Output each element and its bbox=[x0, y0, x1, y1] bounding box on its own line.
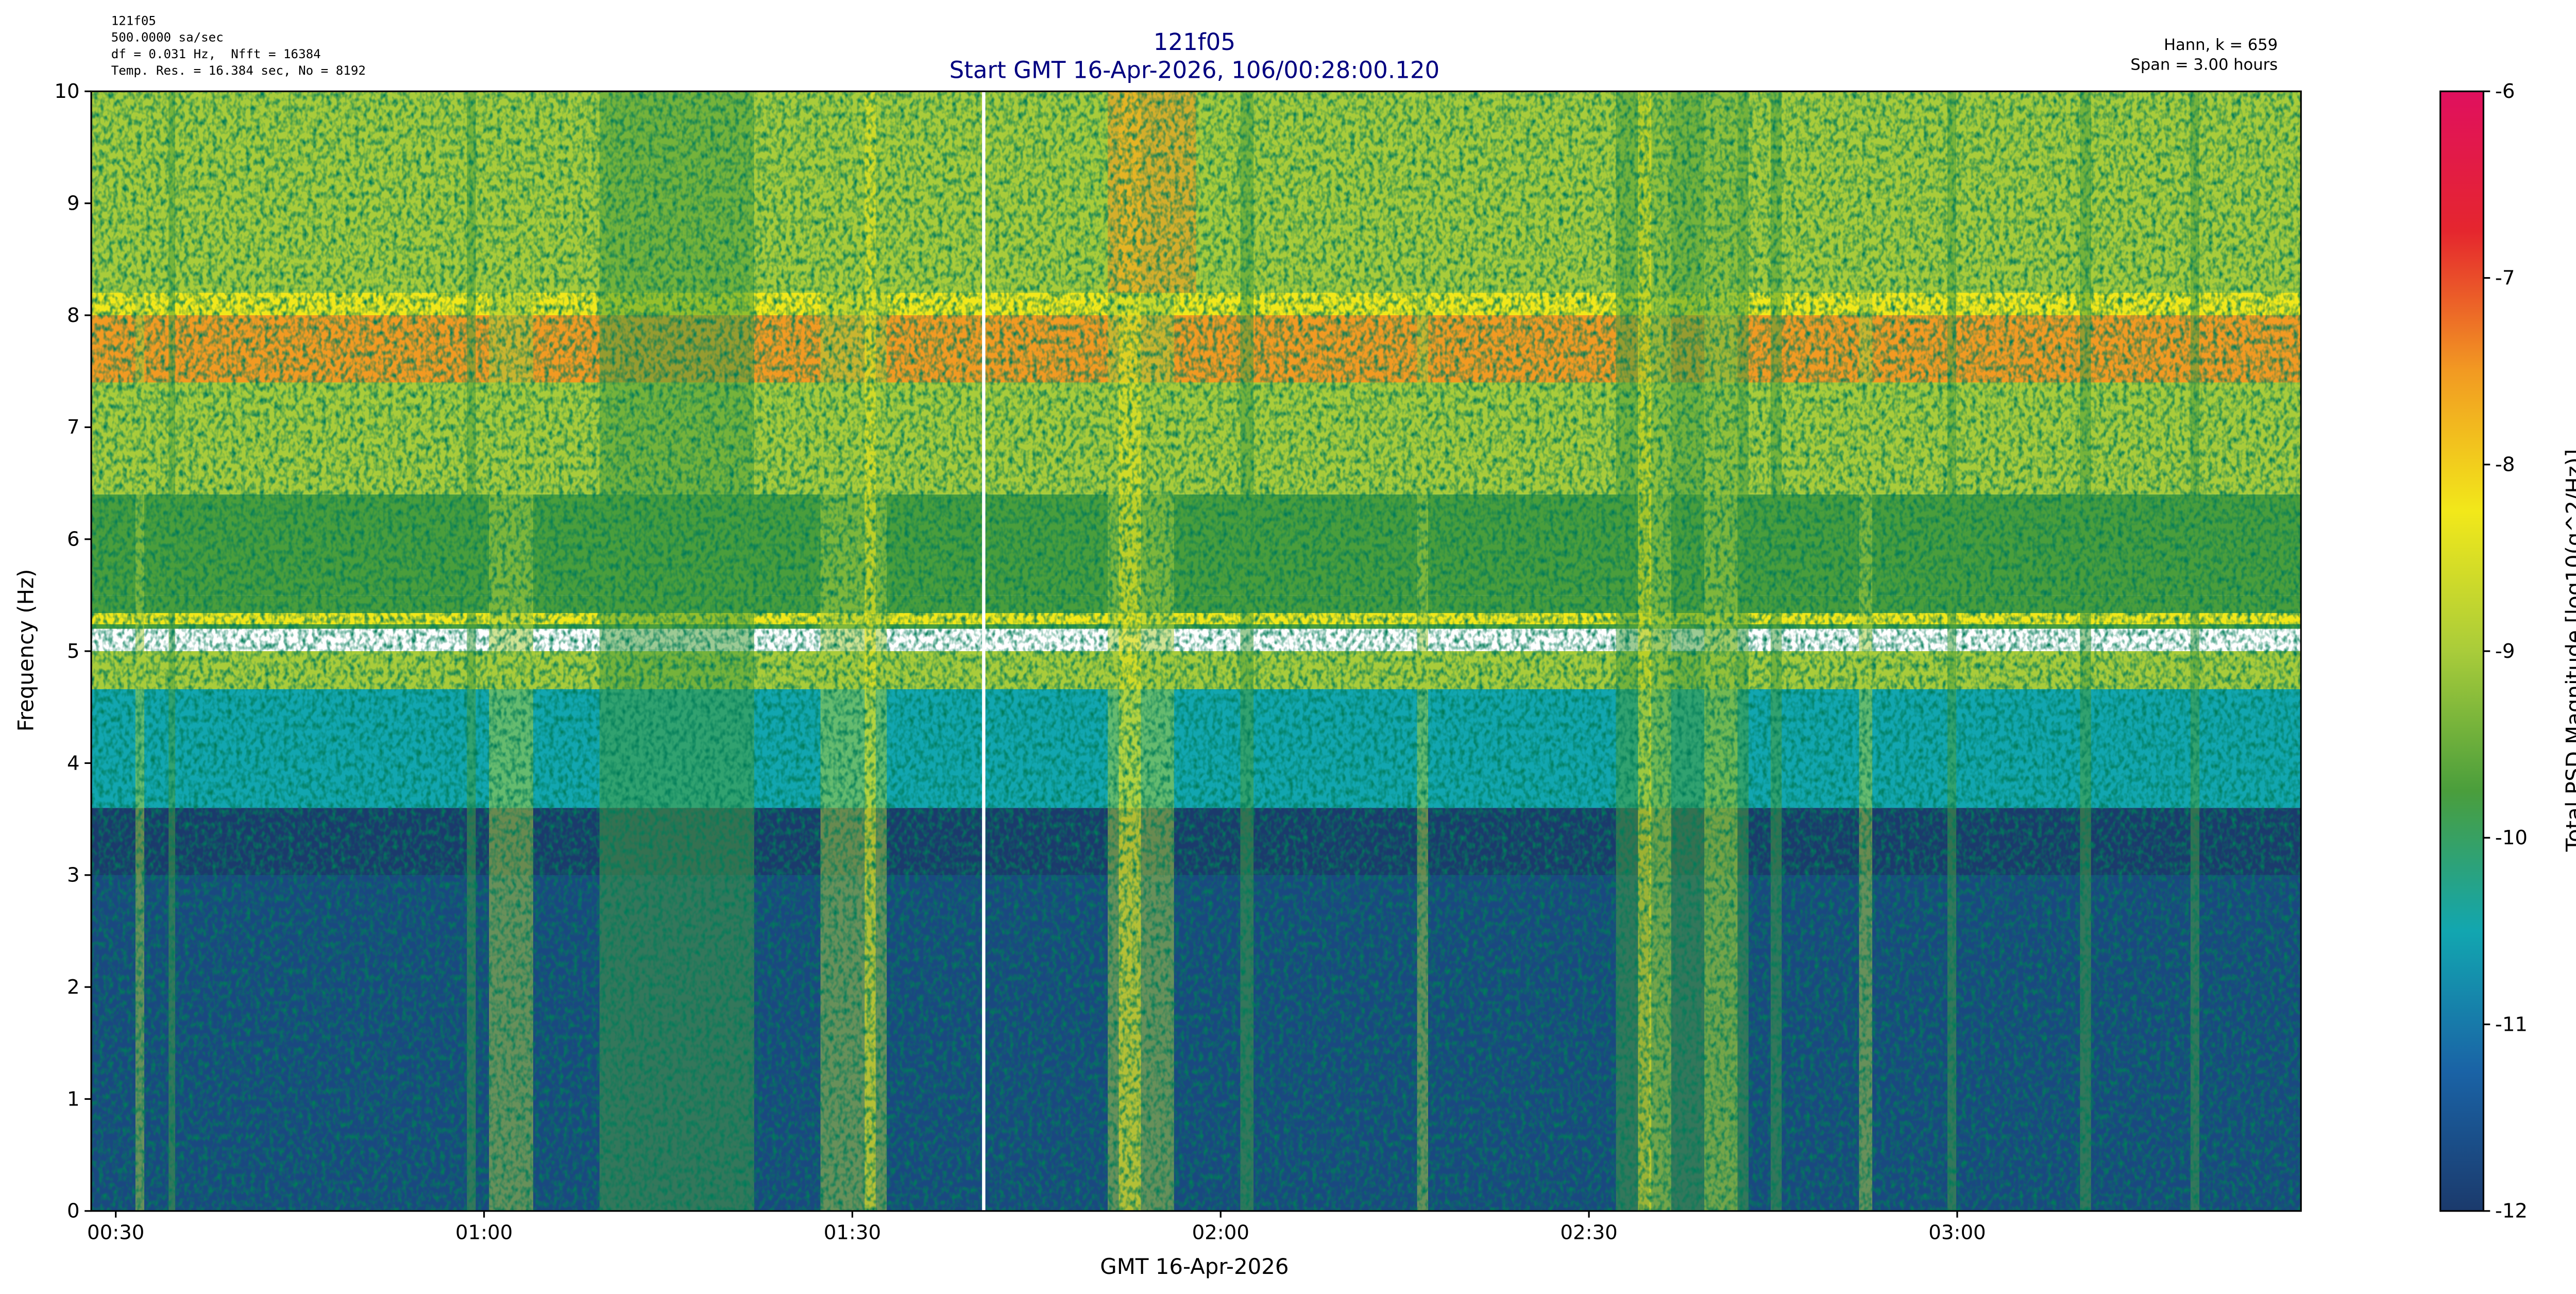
colorbar-tick-label: -8 bbox=[2495, 453, 2515, 476]
x-tick-label: 01:00 bbox=[455, 1221, 513, 1245]
plot-frame bbox=[90, 90, 2302, 1212]
y-tick-label: 4 bbox=[67, 752, 80, 775]
colorbar-label: Total PSD Magnitude [log10(g^2/Hz)] bbox=[2561, 449, 2576, 853]
y-tick-label: 5 bbox=[67, 640, 80, 663]
x-tick-label: 02:00 bbox=[1192, 1221, 1249, 1245]
y-tick-label: 6 bbox=[67, 528, 80, 551]
x-tick-label: 02:30 bbox=[1560, 1221, 1617, 1245]
colorbar-tick-label: -10 bbox=[2495, 826, 2528, 849]
x-axis-label: GMT 16-Apr-2026 bbox=[1100, 1254, 1289, 1279]
y-tick-label: 3 bbox=[67, 864, 80, 887]
y-tick-label: 2 bbox=[67, 976, 80, 999]
info-text: 500.0000 sa/sec bbox=[111, 30, 224, 45]
y-tick-label: 0 bbox=[67, 1200, 80, 1223]
colorbar bbox=[2439, 90, 2484, 1212]
y-axis-label: Frequency (Hz) bbox=[13, 569, 38, 732]
colorbar-tick-label: -11 bbox=[2495, 1013, 2528, 1036]
info-text: Temp. Res. = 16.384 sec, No = 8192 bbox=[111, 63, 366, 78]
y-tick-label: 1 bbox=[67, 1087, 80, 1111]
info-text: 121f05 bbox=[111, 13, 156, 28]
x-tick-label: 01:30 bbox=[824, 1221, 881, 1245]
colorbar-tick-label: -9 bbox=[2495, 640, 2515, 663]
y-tick-label: 7 bbox=[67, 416, 80, 439]
colorbar-tick-label: -12 bbox=[2495, 1200, 2528, 1223]
chart-title: 121f05 bbox=[1154, 28, 1235, 56]
y-tick-label: 9 bbox=[67, 192, 80, 215]
colorbar-tick-label: -6 bbox=[2495, 80, 2515, 103]
info-text: Hann, k = 659 bbox=[2164, 36, 2278, 54]
info-text: Span = 3.00 hours bbox=[2130, 56, 2278, 74]
colorbar-tick-label: -7 bbox=[2495, 266, 2515, 290]
y-tick-label: 10 bbox=[54, 80, 79, 103]
spectrogram-image bbox=[91, 91, 2301, 1211]
chart-subtitle: Start GMT 16-Apr-2026, 106/00:28:00.120 bbox=[950, 57, 1440, 84]
y-tick-label: 8 bbox=[67, 304, 80, 327]
x-tick-label: 00:30 bbox=[87, 1221, 144, 1245]
info-text: df = 0.031 Hz, Nfft = 16384 bbox=[111, 47, 321, 61]
spectrogram-texture bbox=[91, 91, 2301, 1211]
x-tick-label: 03:00 bbox=[1928, 1221, 1986, 1245]
